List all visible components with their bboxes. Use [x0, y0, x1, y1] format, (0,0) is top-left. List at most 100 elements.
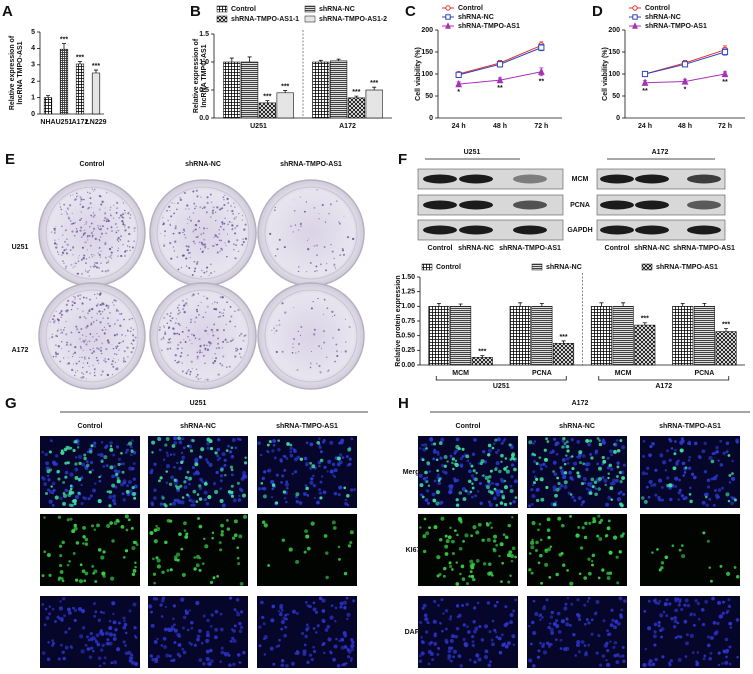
- colony: [191, 295, 193, 297]
- colony: [89, 298, 92, 301]
- nucleus: [123, 619, 126, 623]
- nucleus: [692, 624, 696, 627]
- nucleus: [321, 440, 326, 444]
- nucleus: [205, 649, 210, 654]
- colony: [79, 200, 82, 203]
- legend-marker: [632, 14, 638, 20]
- nucleus: [566, 461, 570, 465]
- colony: [121, 220, 124, 223]
- ki67-cell: [618, 550, 622, 554]
- colony: [79, 346, 83, 350]
- blot-band: [687, 174, 721, 184]
- colony: [82, 339, 85, 343]
- nucleus: [602, 619, 606, 623]
- colony: [189, 252, 191, 254]
- nucleus: [351, 640, 355, 644]
- colony: [337, 328, 341, 331]
- ki67-cell: [128, 441, 133, 446]
- nucleus: [727, 598, 731, 602]
- colony: [106, 218, 109, 221]
- colony: [175, 333, 177, 335]
- nucleus: [426, 501, 430, 505]
- colony: [309, 366, 312, 369]
- colony: [192, 190, 195, 193]
- ki67-cell: [735, 574, 740, 579]
- ki67-cell: [651, 551, 654, 554]
- ki67-cell: [467, 479, 472, 484]
- colony: [219, 208, 222, 211]
- nucleus: [688, 440, 691, 444]
- nucleus: [442, 470, 445, 474]
- nucleus: [112, 494, 117, 499]
- ki67-cell: [505, 465, 509, 469]
- ki67-cell: [538, 522, 542, 526]
- marker: [496, 61, 504, 68]
- nucleus: [684, 496, 688, 500]
- nucleus: [565, 617, 569, 621]
- colony: [199, 226, 201, 229]
- ki67-cell: [612, 535, 618, 540]
- nucleus: [453, 452, 457, 455]
- ki67-cell: [509, 458, 513, 461]
- nucleus: [306, 604, 310, 608]
- significance: **: [497, 85, 503, 92]
- nucleus: [701, 449, 706, 454]
- ki67-cell: [487, 443, 492, 448]
- colony: [66, 309, 69, 312]
- ki67-cell: [169, 502, 172, 506]
- colony: [82, 373, 85, 375]
- nucleus: [674, 485, 677, 488]
- y-tick-label: 0.0: [199, 115, 209, 122]
- nucleus: [548, 622, 552, 625]
- nucleus: [208, 462, 213, 467]
- colony: [127, 212, 130, 215]
- colony: [107, 261, 110, 264]
- colony: [99, 292, 102, 295]
- colony: [106, 227, 109, 230]
- colony: [179, 196, 182, 199]
- ki67-cell: [500, 453, 504, 458]
- colony: [163, 244, 166, 247]
- nucleus: [262, 622, 266, 626]
- nucleus: [164, 605, 168, 609]
- nucleus: [321, 618, 326, 623]
- marker: [681, 61, 689, 68]
- colony: [219, 311, 221, 314]
- nucleus: [676, 621, 680, 625]
- ki67-cell: [424, 470, 428, 475]
- nucleus: [487, 448, 493, 453]
- colony: [103, 326, 106, 328]
- colony: [128, 211, 130, 213]
- ki67-cell: [727, 454, 731, 457]
- colony: [219, 250, 222, 252]
- colony: [192, 293, 195, 296]
- ki67-cell: [560, 551, 564, 555]
- nucleus: [41, 603, 45, 606]
- nucleus: [419, 621, 423, 625]
- colony: [122, 221, 124, 224]
- nucleus: [102, 611, 105, 615]
- colony: [207, 247, 209, 250]
- nucleus: [512, 609, 516, 613]
- error-bar: [336, 58, 341, 61]
- colony: [62, 234, 64, 236]
- colony: [171, 317, 174, 320]
- nucleus: [326, 470, 329, 473]
- colony: [215, 357, 218, 360]
- colony: [120, 312, 123, 315]
- nucleus: [285, 486, 289, 490]
- nucleus: [668, 486, 672, 490]
- colony: [194, 243, 196, 245]
- nucleus: [585, 618, 589, 621]
- colony: [229, 320, 232, 323]
- colony: [276, 248, 279, 251]
- nucleus: [471, 643, 476, 648]
- colony: [169, 341, 172, 344]
- significance: ***: [263, 93, 271, 100]
- colony: [188, 267, 191, 269]
- ki67-cell: [204, 544, 209, 549]
- nucleus: [441, 629, 444, 633]
- nucleus: [724, 637, 729, 642]
- ki67-cell: [289, 443, 293, 447]
- ki67-cell: [571, 455, 574, 458]
